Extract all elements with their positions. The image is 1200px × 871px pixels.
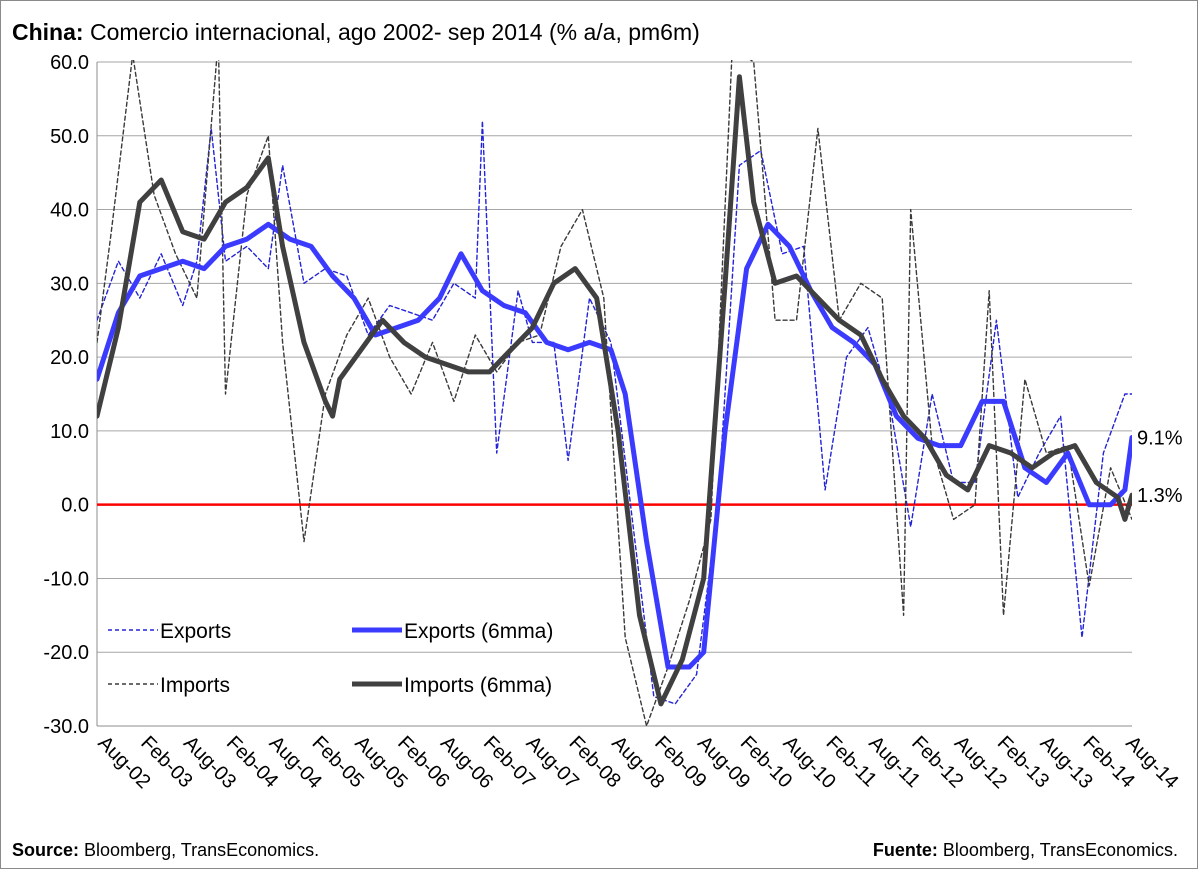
end-value-label: 9.1%	[1137, 428, 1183, 450]
grid-lines	[96, 61, 1132, 727]
y-tick-label: 0.0	[61, 495, 89, 517]
series-layer	[97, 60, 1132, 727]
y-tick-label: 30.0	[50, 273, 89, 295]
y-axis-ticks: 60.0 50.0 40.0 30.0 20.0 10.0 0.0 -10.0 -20.0 -30…	[43, 52, 89, 738]
x-axis-ticks: Aug-02Feb-03Aug-03Feb-04Aug-04Feb-05Aug-…	[93, 732, 1182, 793]
legend-label: Exports (6mma)	[404, 620, 553, 643]
series-line-imports-6mma	[97, 74, 1132, 707]
series-line-exports-6mma	[97, 221, 1132, 670]
y-tick-label: 60.0	[50, 52, 89, 74]
y-tick-label: -30.0	[43, 716, 89, 738]
y-tick-label: 10.0	[50, 421, 89, 443]
source-text: Bloomberg, TransEconomics.	[79, 840, 320, 860]
legend: Exports Exports (6mma) Imports Imports (6mm…	[108, 620, 553, 697]
fuente-note: Fuente: Bloomberg, TransEconomics.	[873, 840, 1178, 861]
source-note: Source: Bloomberg, TransEconomics.	[12, 840, 319, 861]
title-rest: Comercio internacional, ago 2002- sep 20…	[83, 19, 700, 45]
y-tick-label: 40.0	[50, 200, 89, 222]
chart-title: China: Comercio internacional, ago 2002-…	[12, 18, 700, 46]
legend-label: Imports (6mma)	[404, 674, 552, 697]
legend-label: Imports	[160, 674, 230, 697]
series-line-imports	[97, 60, 1132, 727]
fuente-text: Bloomberg, TransEconomics.	[937, 840, 1178, 860]
end-labels: 9.1% 1.3%	[1137, 428, 1183, 508]
fuente-bold: Fuente:	[872, 840, 938, 860]
y-tick-label: -10.0	[43, 568, 89, 590]
title-bold: China:	[12, 19, 84, 45]
y-tick-label: -20.0	[43, 642, 89, 664]
y-tick-label: 20.0	[50, 347, 89, 369]
legend-label: Exports	[160, 620, 231, 643]
source-bold: Source:	[12, 840, 80, 860]
end-value-label: 1.3%	[1137, 485, 1183, 507]
y-tick-label: 50.0	[50, 126, 89, 148]
